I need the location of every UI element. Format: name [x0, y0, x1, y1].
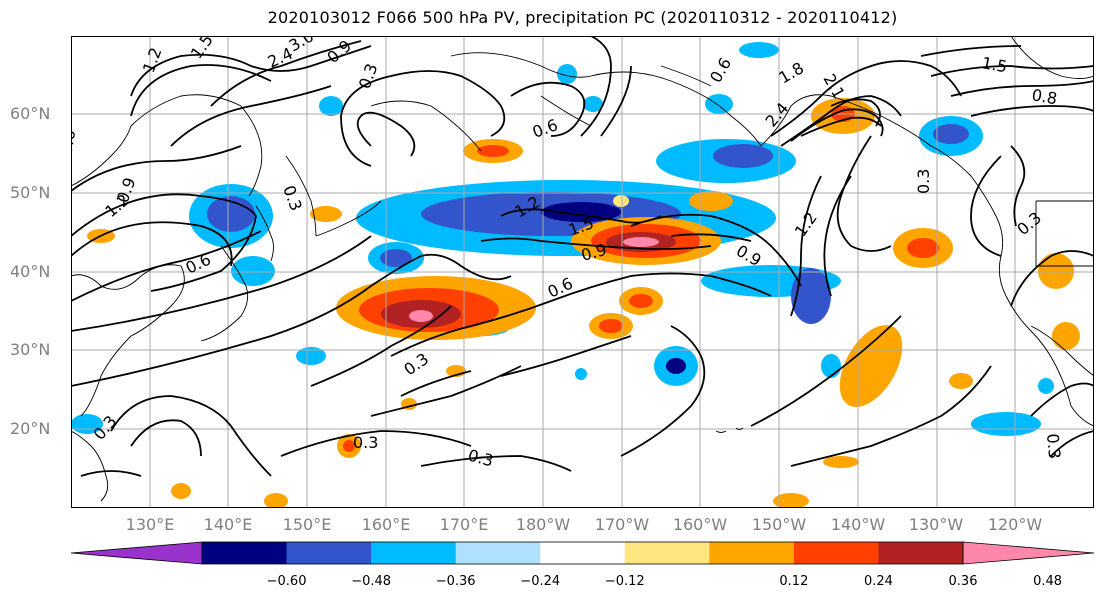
colorbar-cell [371, 542, 457, 564]
lon-label: 170°E [439, 515, 489, 534]
contour-labels: 1.2 1.5 3.0 2.4 0.9 0.3 0.6 0.6 1.8 2.1 … [71, 36, 1064, 470]
contour-label: 0.8 [1030, 85, 1058, 108]
lon-label: 160°E [361, 515, 411, 534]
lon-label: 170°W [594, 515, 650, 534]
colorbar-tick-label: −0.36 [435, 574, 476, 589]
colorbar-tick-label: 0.48 [1033, 574, 1063, 589]
lon-label: 130°W [908, 515, 964, 534]
map-frame [71, 36, 1094, 508]
contour-label: 1.5 [980, 53, 1008, 76]
lat-label: 50°N [10, 183, 51, 202]
lon-label: 150°W [751, 515, 807, 534]
lon-label: 140°E [203, 515, 253, 534]
colorbar-extend-low [71, 541, 203, 565]
lat-label: 20°N [10, 419, 51, 438]
colorbar-tick-label: 0.36 [948, 574, 978, 589]
map-panel: 1.2 1.5 3.0 2.4 0.9 0.3 0.6 0.6 1.8 2.1 … [71, 36, 1094, 508]
lon-label: 140°W [830, 515, 886, 534]
coastlines [71, 36, 1094, 502]
lon-label: 180°W [515, 515, 571, 534]
precipitation-shading [71, 42, 1080, 508]
lon-label: 130°E [125, 515, 175, 534]
colorbar-tick-label: −0.60 [266, 574, 307, 589]
colorbar-tick-label: 0.24 [863, 574, 893, 589]
lat-label: 60°N [10, 104, 51, 123]
colorbar-cell [202, 542, 288, 564]
colorbar-cell [793, 542, 879, 564]
colorbar-cell [878, 542, 964, 564]
colorbar-cell [540, 542, 626, 564]
contour-label: 0.3 [914, 169, 933, 194]
lon-label: 150°E [282, 515, 332, 534]
lat-label: 40°N [10, 262, 51, 281]
colorbar-cells [71, 541, 1094, 565]
colorbar-tick-label: −0.48 [351, 574, 392, 589]
contour-label: 0.6 [71, 128, 79, 156]
colorbar [71, 541, 1094, 565]
contour-label: 0.3 [353, 433, 378, 452]
colorbar-cell [455, 542, 541, 564]
colorbar-tick-label: 0.12 [779, 574, 809, 589]
colorbar-frame [201, 541, 964, 565]
pv-contours [71, 36, 1094, 477]
colorbar-tick-label: −0.24 [520, 574, 561, 589]
colorbar-tick-label: −0.12 [604, 574, 645, 589]
map-title: 2020103012 F066 500 hPa PV, precipitatio… [267, 8, 898, 27]
colorbar-cell [624, 542, 710, 564]
colorbar-extend-high [962, 541, 1094, 565]
colorbar-cell [286, 542, 372, 564]
colorbar-cell [709, 542, 795, 564]
graticule [71, 36, 1094, 508]
contour-label: 0.3 [1043, 433, 1064, 460]
lon-label: 120°W [987, 515, 1043, 534]
lat-label: 30°N [10, 340, 51, 359]
lon-label: 160°W [672, 515, 728, 534]
